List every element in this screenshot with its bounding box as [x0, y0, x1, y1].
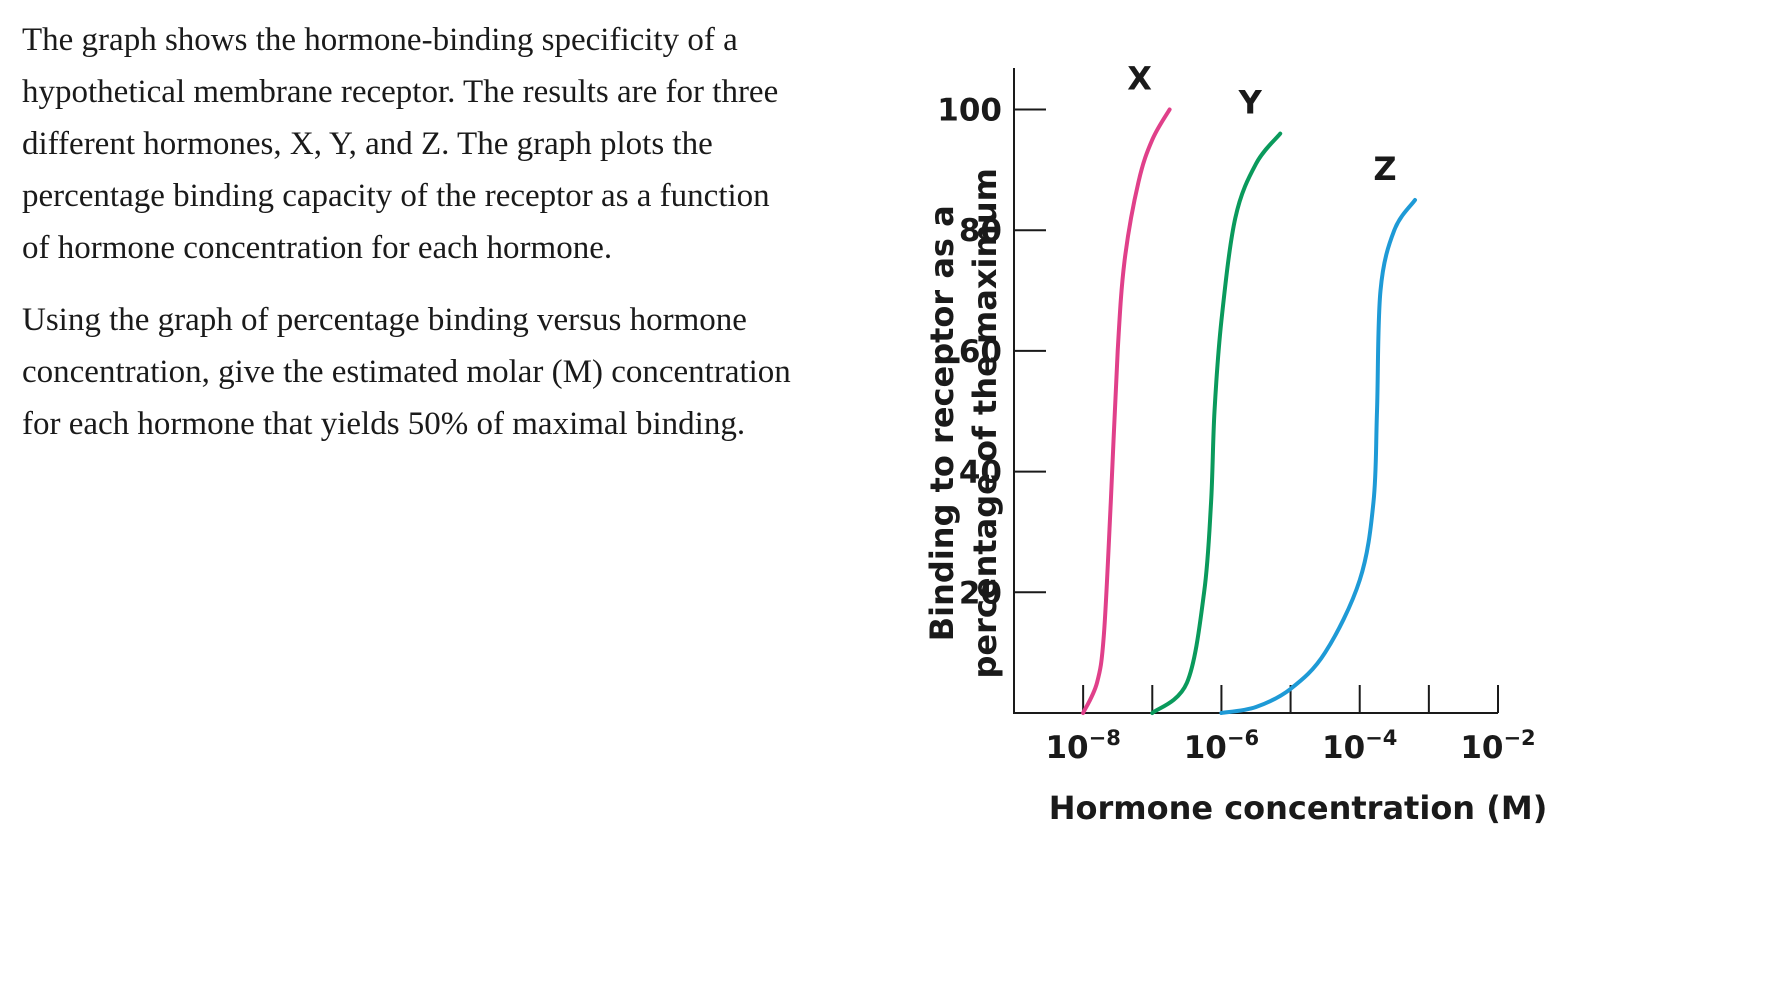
question-text: The graph shows the hormone-binding spec… [22, 14, 792, 470]
question-paragraph-1: The graph shows the hormone-binding spec… [22, 22, 779, 266]
x-tick-label: 10−4 [1322, 726, 1397, 766]
x-tick-label: 10−2 [1460, 726, 1535, 766]
y-axis-title-line-1: Binding to receptor as a [923, 205, 961, 641]
series-label-z: Z [1373, 150, 1396, 188]
binding-chart: 20 40 60 80 100 10−8 10−6 10−4 10−2 X Y Z Hormone c… [900, 40, 1766, 1002]
series-label-x: X [1127, 60, 1152, 98]
y-tick-label: 20 [959, 575, 1002, 611]
y-tick-label: 100 [937, 93, 1002, 129]
series-line-z [1219, 198, 1417, 715]
y-axis-title-line-2: percentage of the maximum [966, 168, 1004, 678]
x-tick-label: 10−8 [1045, 726, 1120, 766]
chart-ticks: 20 40 60 80 100 10−8 10−6 10−4 10−2 [937, 93, 1535, 767]
chart-series [1081, 107, 1417, 715]
x-tick-label: 10−6 [1184, 726, 1259, 766]
y-tick-label: 60 [959, 334, 1002, 370]
question-paragraph-2: Using the graph of percentage binding ve… [22, 302, 791, 442]
chart-svg: 20 40 60 80 100 10−8 10−6 10−4 10−2 X Y Z Hormone c… [923, 60, 1547, 828]
y-tick-label: 40 [959, 455, 1002, 491]
chart-axes [1013, 68, 1498, 714]
y-tick-label: 80 [959, 213, 1002, 249]
series-line-y [1150, 131, 1283, 715]
chart-labels: X Y Z Hormone concentration (M) Binding to r… [923, 60, 1547, 828]
series-label-y: Y [1238, 84, 1263, 122]
x-axis-title: Hormone concentration (M) [1049, 789, 1548, 827]
series-line-x [1081, 107, 1172, 715]
